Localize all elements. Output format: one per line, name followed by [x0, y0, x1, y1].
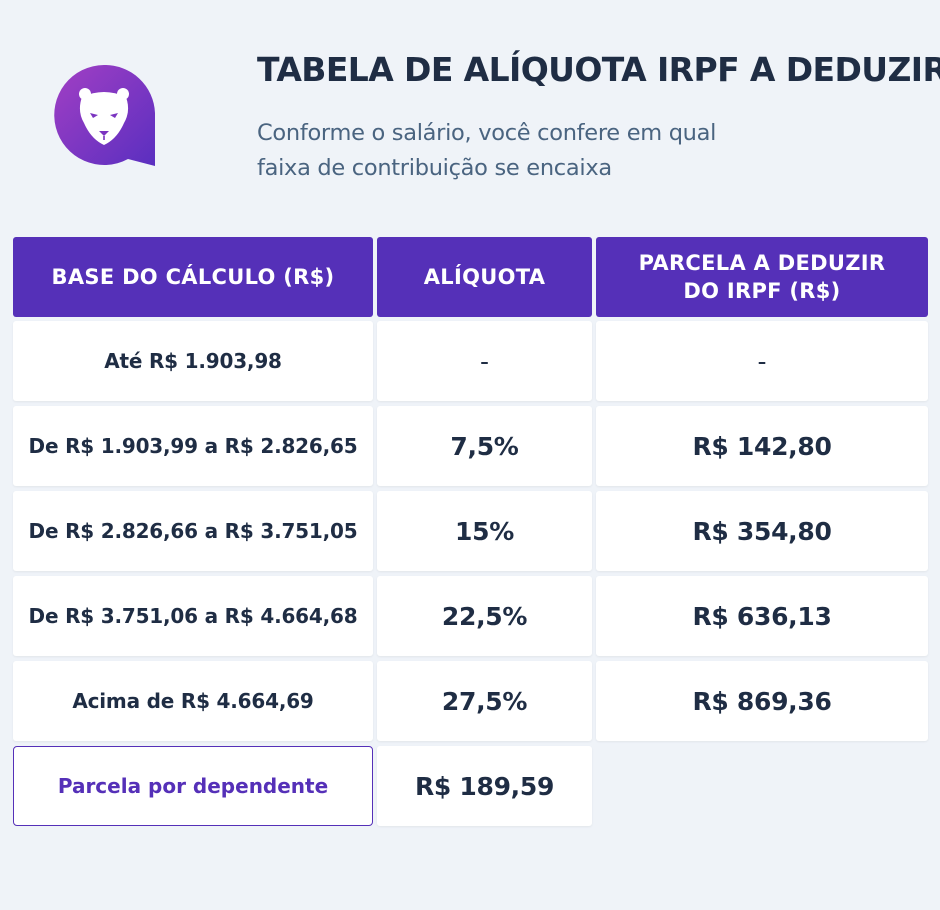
table-cell-parcela: -	[596, 321, 928, 401]
table-cell-base: Até R$ 1.903,98	[13, 321, 373, 401]
column-header-base: BASE DO CÁLCULO (R$)	[13, 237, 373, 317]
table-cell-base: De R$ 3.751,06 a R$ 4.664,68	[13, 576, 373, 656]
panther-head-chat-bubble-icon	[54, 64, 155, 166]
table-cell-parcela: R$ 142,80	[596, 406, 928, 486]
table-cell-base: Acima de R$ 4.664,69	[13, 661, 373, 741]
column-header-parcela-label: PARCELA A DEDUZIR DO IRPF (R$)	[639, 249, 886, 305]
table-cell-parcela: R$ 636,13	[596, 576, 928, 656]
table-cell-aliquota: 15%	[377, 491, 592, 571]
column-header-aliquota-label: ALÍQUOTA	[423, 265, 546, 289]
table-cell-aliquota: 7,5%	[377, 406, 592, 486]
table-cell-aliquota: 27,5%	[377, 661, 592, 741]
table-cell-parcela: R$ 354,80	[596, 491, 928, 571]
page-title: TABELA DE ALÍQUOTA IRPF A DEDUZIR	[257, 50, 940, 89]
table-cell-base: De R$ 2.826,66 a R$ 3.751,05	[13, 491, 373, 571]
table-cell-parcela: R$ 869,36	[596, 661, 928, 741]
column-header-parcela: PARCELA A DEDUZIR DO IRPF (R$)	[596, 237, 928, 317]
table-cell-aliquota: 22,5%	[377, 576, 592, 656]
page-subtitle: Conforme o salário, você confere em qual…	[257, 116, 857, 186]
subtitle-line-1: Conforme o salário, você confere em qual	[257, 120, 717, 146]
table-cell-base: De R$ 1.903,99 a R$ 2.826,65	[13, 406, 373, 486]
subtitle-line-2: faixa de contribuição se encaixa	[257, 155, 612, 181]
dependent-label: Parcela por dependente	[13, 746, 373, 826]
table-cell-aliquota: -	[377, 321, 592, 401]
column-header-parcela-line-1: PARCELA A DEDUZIR	[638, 251, 886, 275]
column-header-aliquota: ALÍQUOTA	[377, 237, 592, 317]
dependent-value: R$ 189,59	[377, 746, 592, 826]
column-header-parcela-line-2: DO IRPF (R$)	[683, 279, 841, 303]
logo	[54, 64, 158, 169]
column-header-base-label: BASE DO CÁLCULO (R$)	[51, 265, 335, 289]
